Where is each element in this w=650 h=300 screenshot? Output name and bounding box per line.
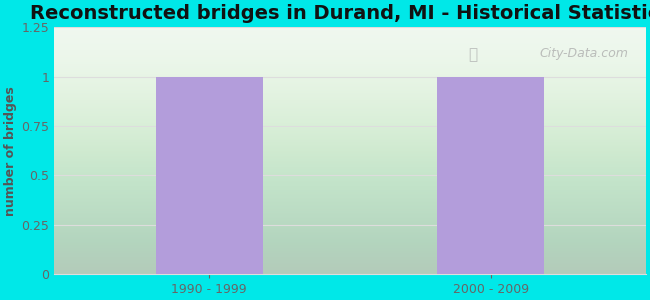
Text: City-Data.com: City-Data.com xyxy=(540,47,628,60)
Bar xyxy=(437,77,545,274)
Bar xyxy=(155,77,263,274)
Title: Reconstructed bridges in Durand, MI - Historical Statistics: Reconstructed bridges in Durand, MI - Hi… xyxy=(30,4,650,23)
Y-axis label: number of bridges: number of bridges xyxy=(4,86,17,215)
Text: ⓘ: ⓘ xyxy=(469,47,478,62)
